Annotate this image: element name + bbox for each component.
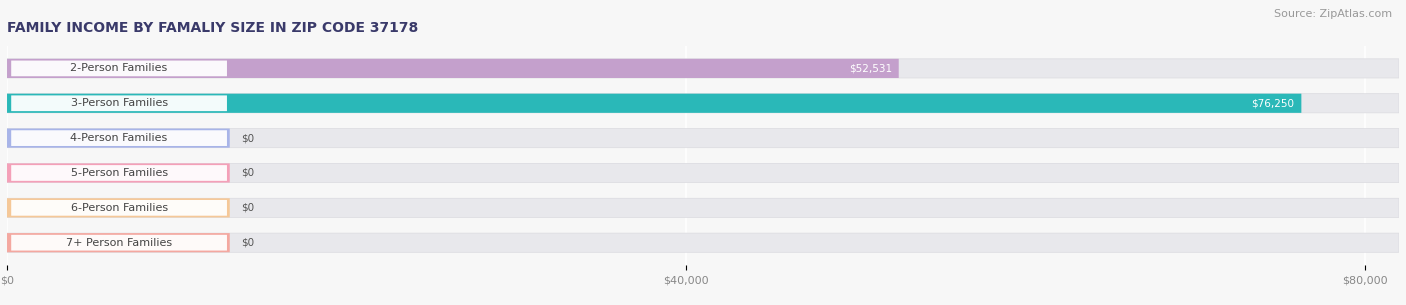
Text: 6-Person Families: 6-Person Families — [70, 203, 167, 213]
FancyBboxPatch shape — [7, 94, 1302, 113]
Text: 3-Person Families: 3-Person Families — [70, 98, 167, 108]
Text: 2-Person Families: 2-Person Families — [70, 63, 167, 74]
FancyBboxPatch shape — [7, 59, 898, 78]
Text: $76,250: $76,250 — [1251, 98, 1295, 108]
FancyBboxPatch shape — [7, 128, 229, 148]
Text: $0: $0 — [240, 133, 254, 143]
FancyBboxPatch shape — [7, 198, 1399, 217]
Text: 4-Person Families: 4-Person Families — [70, 133, 167, 143]
FancyBboxPatch shape — [7, 233, 229, 252]
FancyBboxPatch shape — [11, 200, 226, 216]
FancyBboxPatch shape — [7, 59, 1399, 78]
Text: FAMILY INCOME BY FAMALIY SIZE IN ZIP CODE 37178: FAMILY INCOME BY FAMALIY SIZE IN ZIP COD… — [7, 21, 418, 35]
FancyBboxPatch shape — [11, 95, 226, 111]
FancyBboxPatch shape — [7, 128, 1399, 148]
FancyBboxPatch shape — [7, 94, 1399, 113]
Text: 7+ Person Families: 7+ Person Families — [66, 238, 172, 248]
FancyBboxPatch shape — [7, 163, 1399, 183]
Text: $52,531: $52,531 — [849, 63, 891, 74]
Text: $0: $0 — [240, 203, 254, 213]
FancyBboxPatch shape — [11, 165, 226, 181]
FancyBboxPatch shape — [11, 235, 226, 250]
FancyBboxPatch shape — [7, 163, 229, 183]
Text: Source: ZipAtlas.com: Source: ZipAtlas.com — [1274, 9, 1392, 19]
FancyBboxPatch shape — [7, 198, 229, 217]
FancyBboxPatch shape — [7, 233, 1399, 252]
FancyBboxPatch shape — [11, 61, 226, 76]
Text: $0: $0 — [240, 168, 254, 178]
FancyBboxPatch shape — [11, 130, 226, 146]
Text: $0: $0 — [240, 238, 254, 248]
Text: 5-Person Families: 5-Person Families — [70, 168, 167, 178]
